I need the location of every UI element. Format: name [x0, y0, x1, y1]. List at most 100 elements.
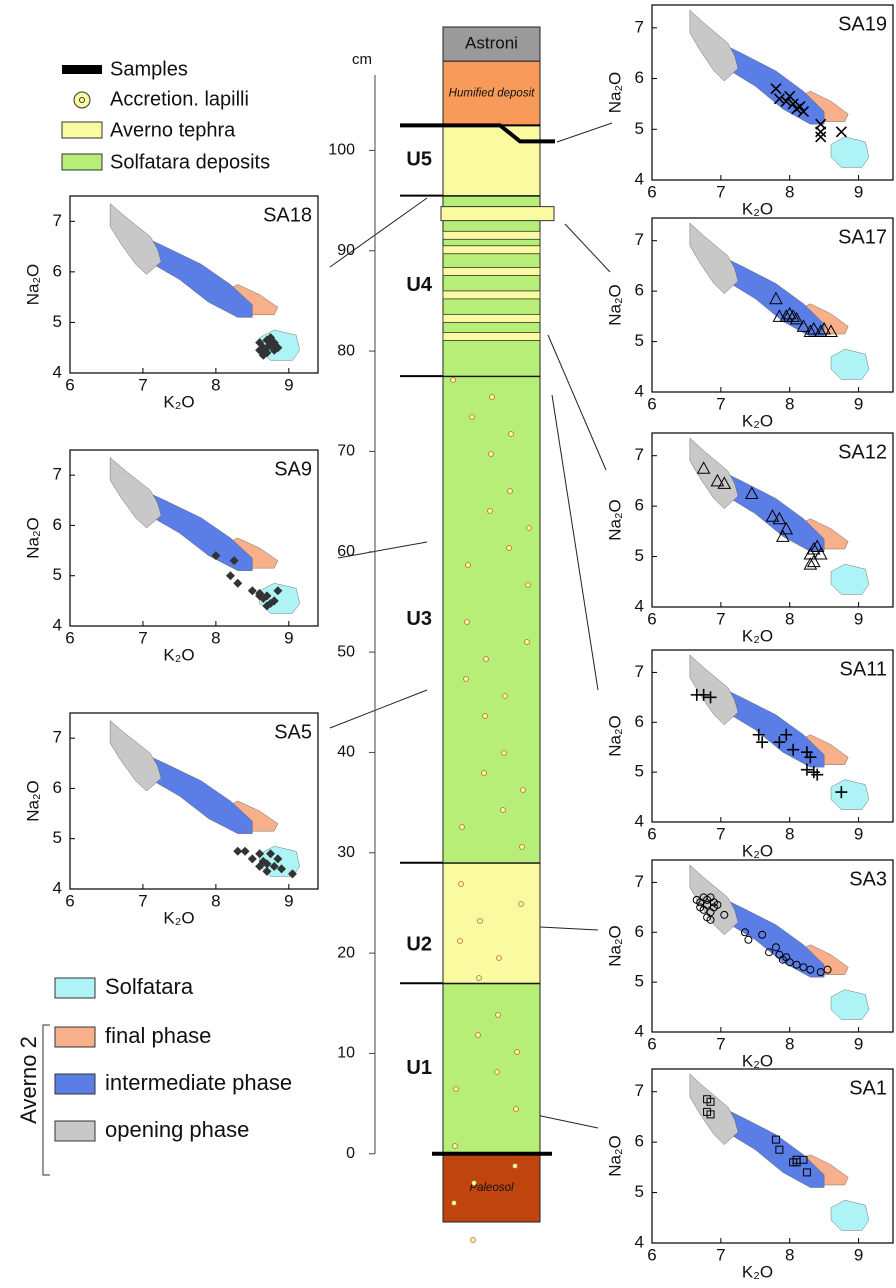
point [823, 965, 832, 974]
connector [539, 926, 599, 931]
connector [329, 689, 428, 729]
point [806, 965, 815, 974]
sample-bar [400, 123, 555, 144]
plot-frame [651, 859, 894, 1033]
lapillus [496, 955, 502, 961]
field [689, 864, 739, 936]
scatter-panel: 6 7 8 9 4 5 6 7 SA9 K₂O Na₂O [23, 449, 319, 664]
lapillus [452, 1143, 458, 1149]
field [689, 437, 739, 509]
point [787, 98, 799, 110]
lapillus [507, 488, 513, 494]
lapillus [458, 881, 464, 887]
lapillus [519, 844, 525, 850]
point [816, 968, 825, 977]
point [273, 854, 283, 864]
x-tick-label: 6 [647, 394, 656, 413]
connector [547, 334, 607, 471]
field [830, 779, 870, 810]
point [262, 591, 272, 601]
lapillus [482, 713, 488, 719]
y-tick-label: 7 [53, 465, 62, 484]
field [109, 457, 162, 529]
point [785, 958, 794, 967]
point [744, 935, 753, 944]
point [255, 861, 265, 871]
lapillus [506, 545, 512, 551]
point [779, 521, 794, 535]
scatter-panel: 6 7 8 9 4 5 6 7 SA18 K₂O Na₂O [23, 195, 319, 411]
x-tick-label: 9 [854, 394, 863, 413]
y-axis-label: Na₂O [605, 1135, 624, 1177]
x-tick-label: 6 [647, 182, 656, 201]
y-tick-label: 7 [635, 1081, 644, 1100]
point [745, 486, 759, 500]
panel-title: SA18 [263, 204, 312, 226]
connector [551, 394, 599, 691]
point [703, 900, 712, 909]
x-tick-label: 7 [138, 628, 147, 647]
plot-frame [69, 195, 319, 374]
y-tick-label: 4 [635, 169, 644, 188]
legend-icon [61, 153, 103, 171]
scatter-panel: 6 7 8 9 4 5 6 7 SA1 K₂O Na₂O [605, 1068, 894, 1281]
point [266, 849, 276, 859]
point [773, 736, 786, 749]
point [710, 473, 725, 487]
x-tick-label: 8 [785, 1034, 794, 1053]
x-tick-label: 9 [854, 1034, 863, 1053]
point [758, 930, 767, 939]
x-tick-label: 7 [138, 375, 147, 394]
point [771, 1135, 780, 1144]
point [756, 736, 769, 749]
lapillus [524, 639, 530, 645]
y-axis-label: Na₂O [605, 925, 624, 967]
panel-title: SA3 [849, 868, 887, 890]
legend-icon [62, 65, 102, 74]
x-axis-label: K₂O [163, 392, 194, 411]
unit [442, 195, 541, 377]
field [109, 203, 162, 275]
y-axis-label: Na₂O [23, 517, 42, 559]
point [787, 743, 800, 756]
point [835, 126, 847, 138]
field [830, 1199, 870, 1231]
unit-label: U1 [406, 1057, 432, 1079]
y-tick-label: 7 [53, 211, 62, 230]
y-tick-label: 5 [635, 1182, 644, 1201]
x-tick-label: 8 [785, 609, 794, 628]
legend-icon [54, 1120, 96, 1142]
lapillus [487, 508, 493, 514]
legend-icon [61, 121, 103, 139]
y-tick-label: 7 [635, 17, 644, 36]
point [240, 846, 250, 856]
point [713, 900, 722, 909]
y-tick-label: 6 [635, 712, 644, 731]
x-tick-label: 8 [211, 891, 220, 910]
y-axis-label: Na₂O [605, 284, 624, 326]
lapillus [450, 377, 456, 383]
depth-unit: cm [352, 51, 372, 68]
x-tick-label: 8 [785, 824, 794, 843]
tephra-band [442, 267, 541, 276]
x-tick-label: 9 [284, 628, 293, 647]
unit-label: U5 [406, 149, 432, 171]
field-legend: Averno 2 Solfatara final phase intermediat… [16, 974, 292, 1176]
connector [564, 223, 611, 273]
legend: Samples Accretion. lapilli Averno tephra… [61, 58, 270, 173]
unit-label: U3 [406, 608, 432, 630]
depth-tick-label: 90 [337, 242, 355, 259]
legend-icon [79, 97, 85, 103]
x-tick-label: 6 [65, 375, 74, 394]
y-tick-label: 5 [635, 119, 644, 138]
field [689, 222, 739, 294]
tephra-band [442, 245, 541, 255]
lapillus [520, 787, 526, 793]
field [142, 752, 253, 834]
panel-title: SA9 [274, 458, 312, 480]
lapillus [483, 656, 489, 662]
unit [442, 862, 541, 984]
legend-label: opening phase [105, 1117, 249, 1142]
point [262, 601, 272, 611]
bracket [42, 1024, 50, 1176]
